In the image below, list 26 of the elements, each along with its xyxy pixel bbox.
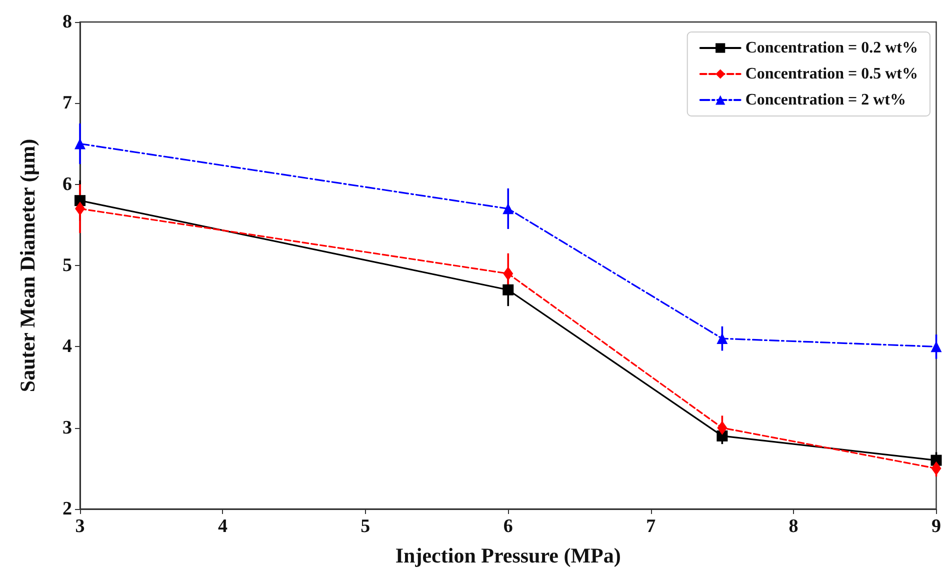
point xyxy=(502,284,514,296)
y-axis-title: Sauter Mean Diameter (μm) xyxy=(16,138,40,392)
legend-label: Concentration = 0.2 wt% xyxy=(745,40,918,56)
legend-label: Concentration = 0.5 wt% xyxy=(745,66,918,82)
point xyxy=(716,333,728,344)
x-tick-label: 4 xyxy=(218,516,228,537)
point xyxy=(930,341,942,352)
x-tick-label: 7 xyxy=(646,516,656,537)
x-tick-label: 6 xyxy=(503,516,513,537)
y-tick-label: 3 xyxy=(62,417,72,438)
point xyxy=(717,420,728,435)
y-tick-label: 8 xyxy=(62,12,72,32)
legend-label: Concentration = 2 wt% xyxy=(745,92,906,108)
y-tick-label: 2 xyxy=(62,498,72,520)
x-tick-label: 5 xyxy=(360,516,370,537)
y-tick-label: 6 xyxy=(62,174,72,195)
point xyxy=(931,461,942,476)
y-tick-label: 4 xyxy=(62,336,72,358)
point xyxy=(502,203,514,214)
y-tick-label: 5 xyxy=(62,255,72,276)
point xyxy=(74,138,86,150)
x-tick-label: 9 xyxy=(932,516,941,537)
x-axis-title: Injection Pressure (MPa) xyxy=(395,544,621,568)
x-tick-label: 8 xyxy=(788,516,798,537)
y-tick-label: 7 xyxy=(62,92,72,114)
point xyxy=(503,266,514,281)
